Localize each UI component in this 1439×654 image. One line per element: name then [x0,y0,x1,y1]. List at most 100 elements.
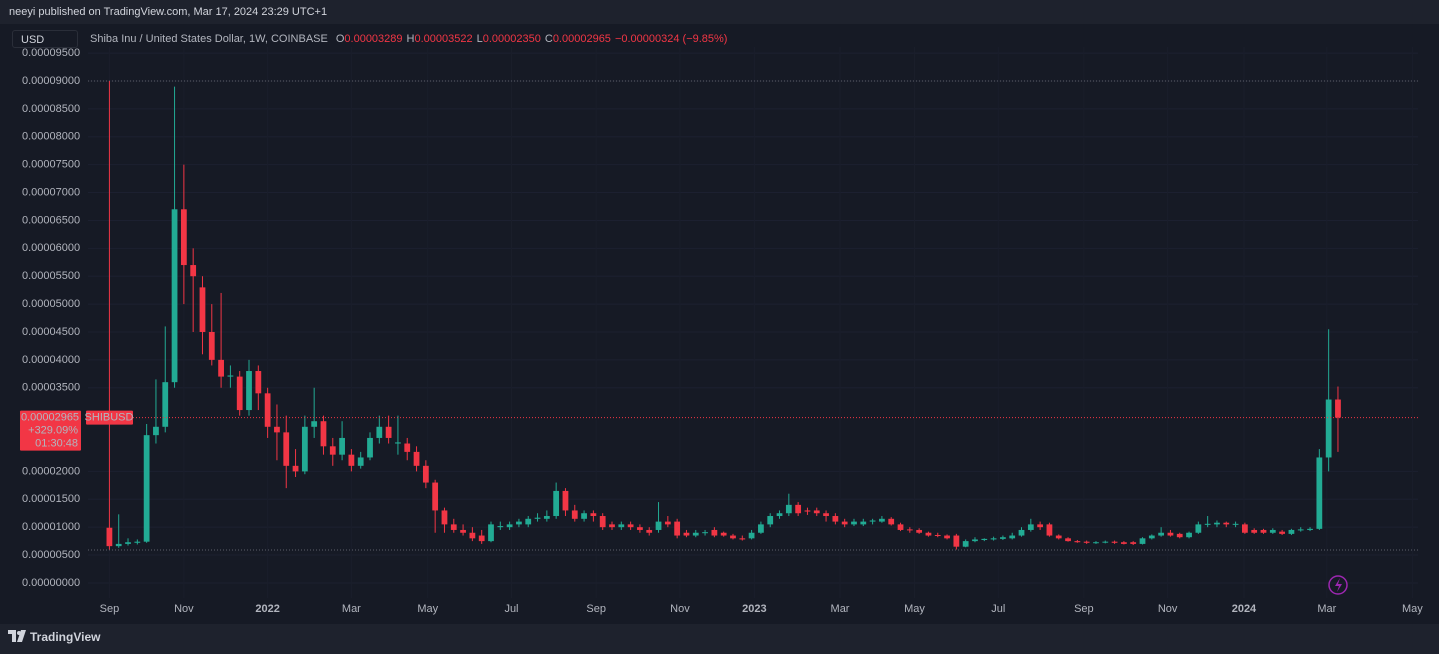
candle-body [1121,542,1127,544]
candle-body [1335,399,1341,418]
candle-body [1102,541,1109,543]
candle-body [301,426,308,472]
open-value: 0.00003289 [344,33,403,45]
candle-body [1297,529,1304,531]
candle-body [599,516,606,528]
candle-body [916,529,923,533]
candle-body [748,532,755,539]
candle-body [246,371,252,411]
candle-body [925,532,932,536]
candle-body [180,209,187,266]
candle-body [1195,524,1202,533]
symbol-chip [86,410,133,425]
candle-body [125,542,131,544]
publish-bar: neeyi published on TradingView.com, Mar … [0,0,1439,24]
candle-body [776,513,783,517]
candle-body [767,516,774,525]
y-tick-label: 0.00007000 [22,186,80,198]
y-tick-label: 0.00006500 [22,214,80,226]
candle-body [851,521,857,525]
candle-body [134,541,141,543]
candle-body [990,538,997,540]
y-tick-label: 0.00009000 [22,75,80,87]
candle-body [413,451,420,466]
candle-body [143,435,150,542]
candle-body [1251,529,1258,533]
candle-body [730,535,736,539]
candle-body [469,532,476,539]
candle-body [609,524,615,528]
candle-body [236,376,243,411]
candle-body [1000,537,1006,539]
candle-body [404,443,411,452]
candle-body [357,457,364,466]
candle-body [311,421,318,427]
candle-body [972,539,978,542]
brand: TradingView [30,630,101,644]
symbol-row: USD Shiba Inu / United States Dollar, 1W… [12,29,731,49]
low-key: L [476,33,483,45]
candle-body [758,524,764,533]
candle-body [804,510,811,512]
open-key: O [335,33,345,45]
candle-body [1316,457,1323,529]
candle-body [1223,522,1230,525]
candle-body [934,534,941,536]
candle-body [339,437,345,455]
candle-body [702,532,708,534]
candle-body [860,521,867,525]
candle-body [525,518,532,525]
candle-body [1242,524,1248,533]
x-tick-label: Mar [1317,603,1336,615]
y-tick-label: 0.00001500 [22,493,80,505]
candle-body [497,526,504,528]
y-tick-label: 0.00006000 [22,242,80,254]
candle-body [460,529,466,533]
y-tick-label: 0.00008000 [22,131,80,143]
candle-body [1065,538,1071,542]
y-tick-label: 0.00002000 [22,465,80,477]
candle-body [450,524,457,530]
candle-body [823,513,829,517]
candle-body [534,517,541,519]
y-tick-label: 0.00000000 [22,577,80,589]
x-tick-label: Nov [670,603,690,615]
y-tick-label: 0.00001000 [22,521,80,533]
symbol-chip-label: SHIBUSD [85,411,134,423]
candle-body [1027,524,1034,530]
candle-body [488,524,494,542]
x-tick-label: May [417,603,438,615]
candle-body [1009,535,1016,539]
candle-body [171,209,178,383]
candle-body [208,331,215,360]
candle-body [385,426,392,438]
candle-body [1148,535,1155,539]
x-tick-label: Mar [831,603,850,615]
price-chip-change: +329.09% [28,424,78,436]
candle-body [869,520,876,522]
candle-body [674,521,681,536]
candle-body [906,529,913,531]
candle-body [1093,542,1099,544]
price-chip-countdown: 01:30:48 [35,437,78,449]
candle-body [1186,532,1192,538]
candle-body [711,529,718,536]
candle-body [646,529,653,533]
price-chip [20,410,81,451]
candle-body [553,490,560,517]
candle-body [795,504,802,514]
candle-body [1167,532,1174,536]
candle-body [153,426,159,436]
y-tick-label: 0.00007500 [22,159,80,171]
candle-body [395,442,401,444]
currency-select[interactable]: USD [12,30,78,48]
candle-body [329,446,336,455]
candle-body [1158,532,1165,536]
candle-body [1260,529,1267,533]
candle-body [283,432,290,466]
candle-body [441,510,448,525]
candle-body [571,510,578,519]
candle-body [422,465,429,483]
high-value: 0.00003522 [414,33,473,45]
